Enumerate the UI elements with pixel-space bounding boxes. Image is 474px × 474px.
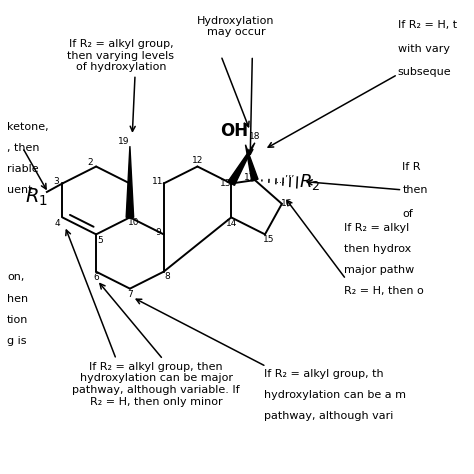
Text: of: of [402,209,413,219]
Text: R₂ = H, then o: R₂ = H, then o [344,286,424,296]
Text: 17: 17 [244,173,255,182]
Text: hydroxylation can be a m: hydroxylation can be a m [264,390,406,400]
Polygon shape [126,146,134,218]
Text: g is: g is [7,336,27,346]
Text: 10: 10 [128,218,139,227]
Text: 3: 3 [54,177,59,186]
Text: 13: 13 [220,179,231,188]
Text: 11: 11 [152,177,164,186]
Text: 16: 16 [281,200,292,209]
Text: If R: If R [402,162,421,172]
Polygon shape [246,145,258,181]
Text: 5: 5 [97,236,103,245]
Text: $R_1$: $R_1$ [25,187,48,208]
Text: 7: 7 [127,290,133,299]
Text: hen: hen [7,293,28,303]
Text: with vary: with vary [398,44,450,54]
Text: If R₂ = alkyl group,
then varying levels
of hydroxylation: If R₂ = alkyl group, then varying levels… [67,39,174,73]
Text: pathway, although vari: pathway, although vari [264,411,393,421]
Text: If R₂ = H, t: If R₂ = H, t [398,20,457,30]
Text: 9: 9 [155,228,161,237]
Text: 18: 18 [249,132,261,141]
Text: If R₂ = alkyl group, then
hydroxylation can be major
pathway, although variable.: If R₂ = alkyl group, then hydroxylation … [73,362,240,407]
Text: then hydrox: then hydrox [344,244,411,254]
Text: OH: OH [219,122,248,140]
Text: ...’’’: ...’’’ [276,175,295,185]
Text: 12: 12 [192,156,203,165]
Text: on,: on, [7,273,24,283]
Text: , then: , then [7,143,39,153]
Text: If R₂ = alkyl group, th: If R₂ = alkyl group, th [264,369,383,379]
Text: riable: riable [7,164,39,174]
Text: 2: 2 [87,158,93,167]
Text: subseque: subseque [398,67,451,77]
Polygon shape [228,143,255,185]
Text: major pathw: major pathw [344,265,414,275]
Text: Hydroxylation
may occur: Hydroxylation may occur [197,16,274,37]
Text: 6: 6 [93,273,99,283]
Text: tion: tion [7,315,28,325]
Text: $R_2$: $R_2$ [300,173,321,192]
Text: uent: uent [7,185,33,195]
Text: If R₂ = alkyl: If R₂ = alkyl [344,223,409,233]
Text: 14: 14 [226,219,237,228]
Text: then: then [402,185,428,195]
Text: 15: 15 [263,235,274,244]
Text: 4: 4 [55,219,61,228]
Text: 19: 19 [118,137,129,146]
Text: 8: 8 [164,272,170,281]
Text: ketone,: ketone, [7,121,49,132]
Text: 1: 1 [127,173,133,182]
